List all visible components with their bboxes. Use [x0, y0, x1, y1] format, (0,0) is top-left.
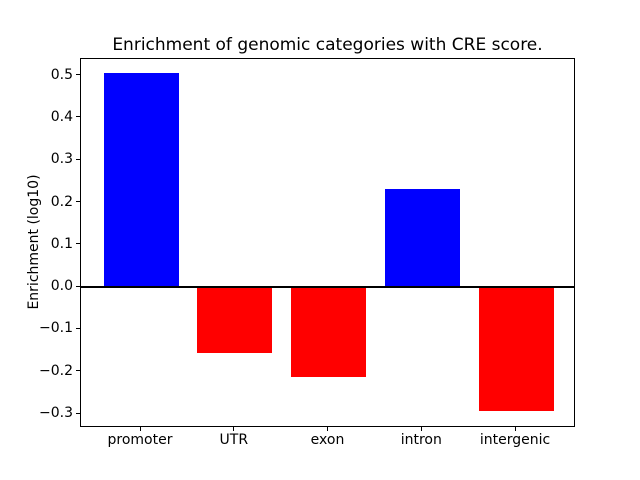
- x-tick-label-intergenic: intergenic: [479, 432, 551, 448]
- x-tick-label-UTR: UTR: [219, 432, 249, 448]
- bar-intron: [384, 188, 460, 288]
- y-tick-mark: [76, 327, 80, 329]
- y-tick-label: −0.1: [39, 320, 73, 337]
- y-tick-label: 0.0: [50, 278, 73, 295]
- y-tick-mark: [76, 158, 80, 160]
- y-tick-mark: [76, 116, 80, 118]
- chart-title: Enrichment of genomic categories with CR…: [112, 35, 543, 55]
- zero-baseline: [81, 286, 574, 289]
- x-tick-label-promoter: promoter: [107, 432, 173, 448]
- y-tick-mark: [76, 370, 80, 372]
- y-tick-mark: [76, 201, 80, 202]
- x-tick-label-intron: intron: [400, 432, 442, 448]
- x-tick-label-exon: exon: [310, 432, 345, 448]
- y-tick-mark: [76, 412, 80, 414]
- bar-promoter: [103, 73, 179, 288]
- x-tick-mark: [327, 427, 328, 431]
- x-tick-mark: [420, 427, 422, 431]
- y-tick-mark: [76, 243, 80, 245]
- y-tick-mark: [76, 74, 80, 75]
- y-tick-label: 0.3: [50, 151, 73, 168]
- y-tick-label: −0.3: [39, 405, 73, 421]
- y-tick-label: 0.1: [50, 235, 73, 252]
- bar-exon: [291, 287, 366, 378]
- y-tick-label: 0.5: [50, 66, 73, 83]
- x-tick-mark: [233, 427, 235, 431]
- x-tick-mark: [139, 427, 141, 431]
- y-axis-label: Enrichment (log10): [26, 174, 42, 310]
- y-tick-label: 0.4: [50, 108, 73, 125]
- plot-area: [80, 58, 575, 427]
- y-tick-mark: [76, 285, 80, 287]
- y-tick-label: −0.2: [39, 362, 73, 379]
- bar-intergenic: [478, 287, 554, 411]
- y-tick-label: 0.2: [50, 193, 73, 210]
- x-tick-mark: [514, 427, 516, 431]
- bar-UTR: [197, 287, 273, 353]
